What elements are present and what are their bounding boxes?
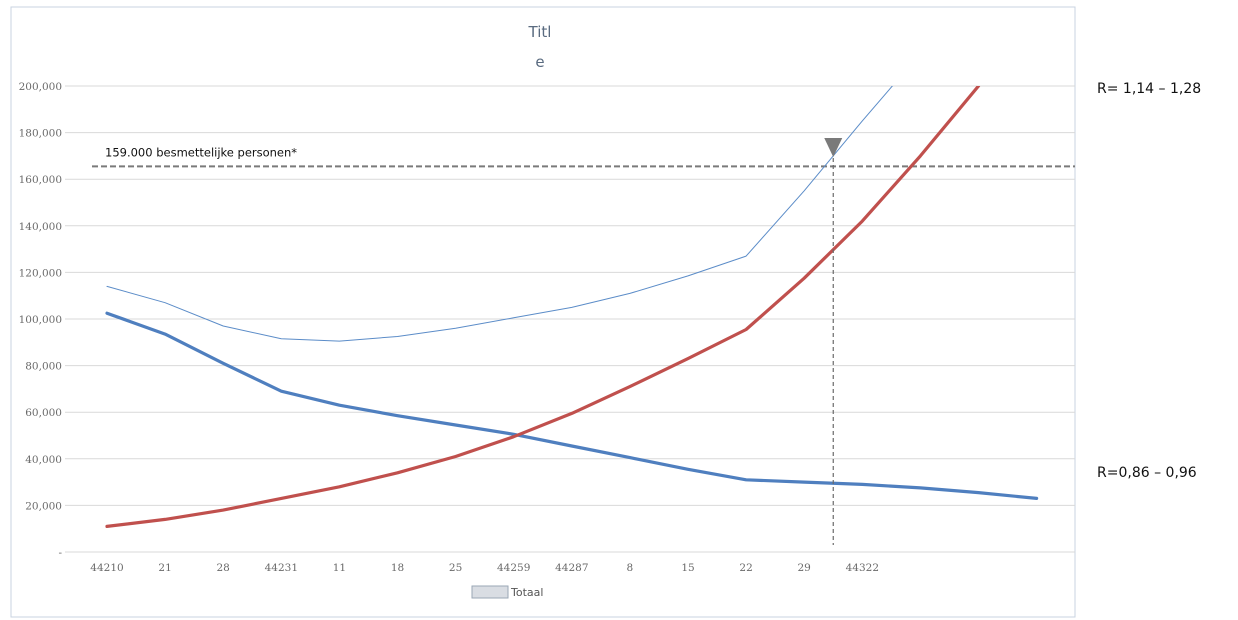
chart-title-line-2: e [535, 53, 544, 71]
threshold-label: 159.000 besmettelijke personen* [105, 145, 297, 159]
x-tick-label: 22 [739, 562, 752, 574]
annotation-r-bottom: R=0,86 – 0,96 [1097, 465, 1197, 481]
y-tick-label: 160,000 [19, 174, 62, 186]
y-tick-label: - [58, 547, 62, 559]
y-tick-label: 100,000 [19, 314, 62, 326]
x-tick-label: 18 [391, 562, 404, 574]
y-axis-ticks: - 20,000 40,000 60,000 80,000 100,000 120,000 1… [19, 81, 63, 559]
series-line-1 [105, 311, 1039, 500]
x-tick-label: 44287 [555, 562, 588, 574]
x-axis-ticks: 44210 21 28 44231 11 18 25 44259 44287 8 15 22 29 443… [90, 562, 879, 574]
x-tick-label: 15 [681, 562, 694, 574]
x-tick-label: 28 [217, 562, 230, 574]
x-tick-label: 44322 [846, 562, 879, 574]
y-tick-label: 200,000 [19, 81, 62, 93]
x-tick-label: 25 [449, 562, 462, 574]
plot-border [10, 6, 1076, 618]
marker-group [824, 138, 843, 545]
y-tick-label: 120,000 [19, 267, 62, 279]
x-tick-label: 11 [333, 562, 346, 574]
x-tick-label: 44210 [90, 562, 123, 574]
annotation-r-top: R= 1,14 – 1,28 [1097, 81, 1201, 97]
y-tick-label: 60,000 [25, 407, 62, 419]
y-tick-label: 80,000 [25, 361, 62, 373]
x-tick-label: 21 [158, 562, 171, 574]
x-tick-label: 29 [798, 562, 811, 574]
y-tick-label: 140,000 [19, 221, 62, 233]
y-tick-label: 40,000 [25, 454, 62, 466]
legend-swatch [471, 585, 509, 599]
x-tick-label: 8 [627, 562, 634, 574]
legend-label: Totaal [510, 586, 543, 599]
x-tick-label: 44259 [497, 562, 530, 574]
y-tick-label: 180,000 [19, 128, 62, 140]
y-tick-label: 20,000 [25, 500, 62, 512]
x-tick-label: 44231 [265, 562, 298, 574]
chart-title-line-1: Titl [528, 23, 552, 41]
series-line-0 [106, 86, 893, 342]
marker-triangle [824, 138, 843, 157]
gridlines [65, 85, 1075, 553]
